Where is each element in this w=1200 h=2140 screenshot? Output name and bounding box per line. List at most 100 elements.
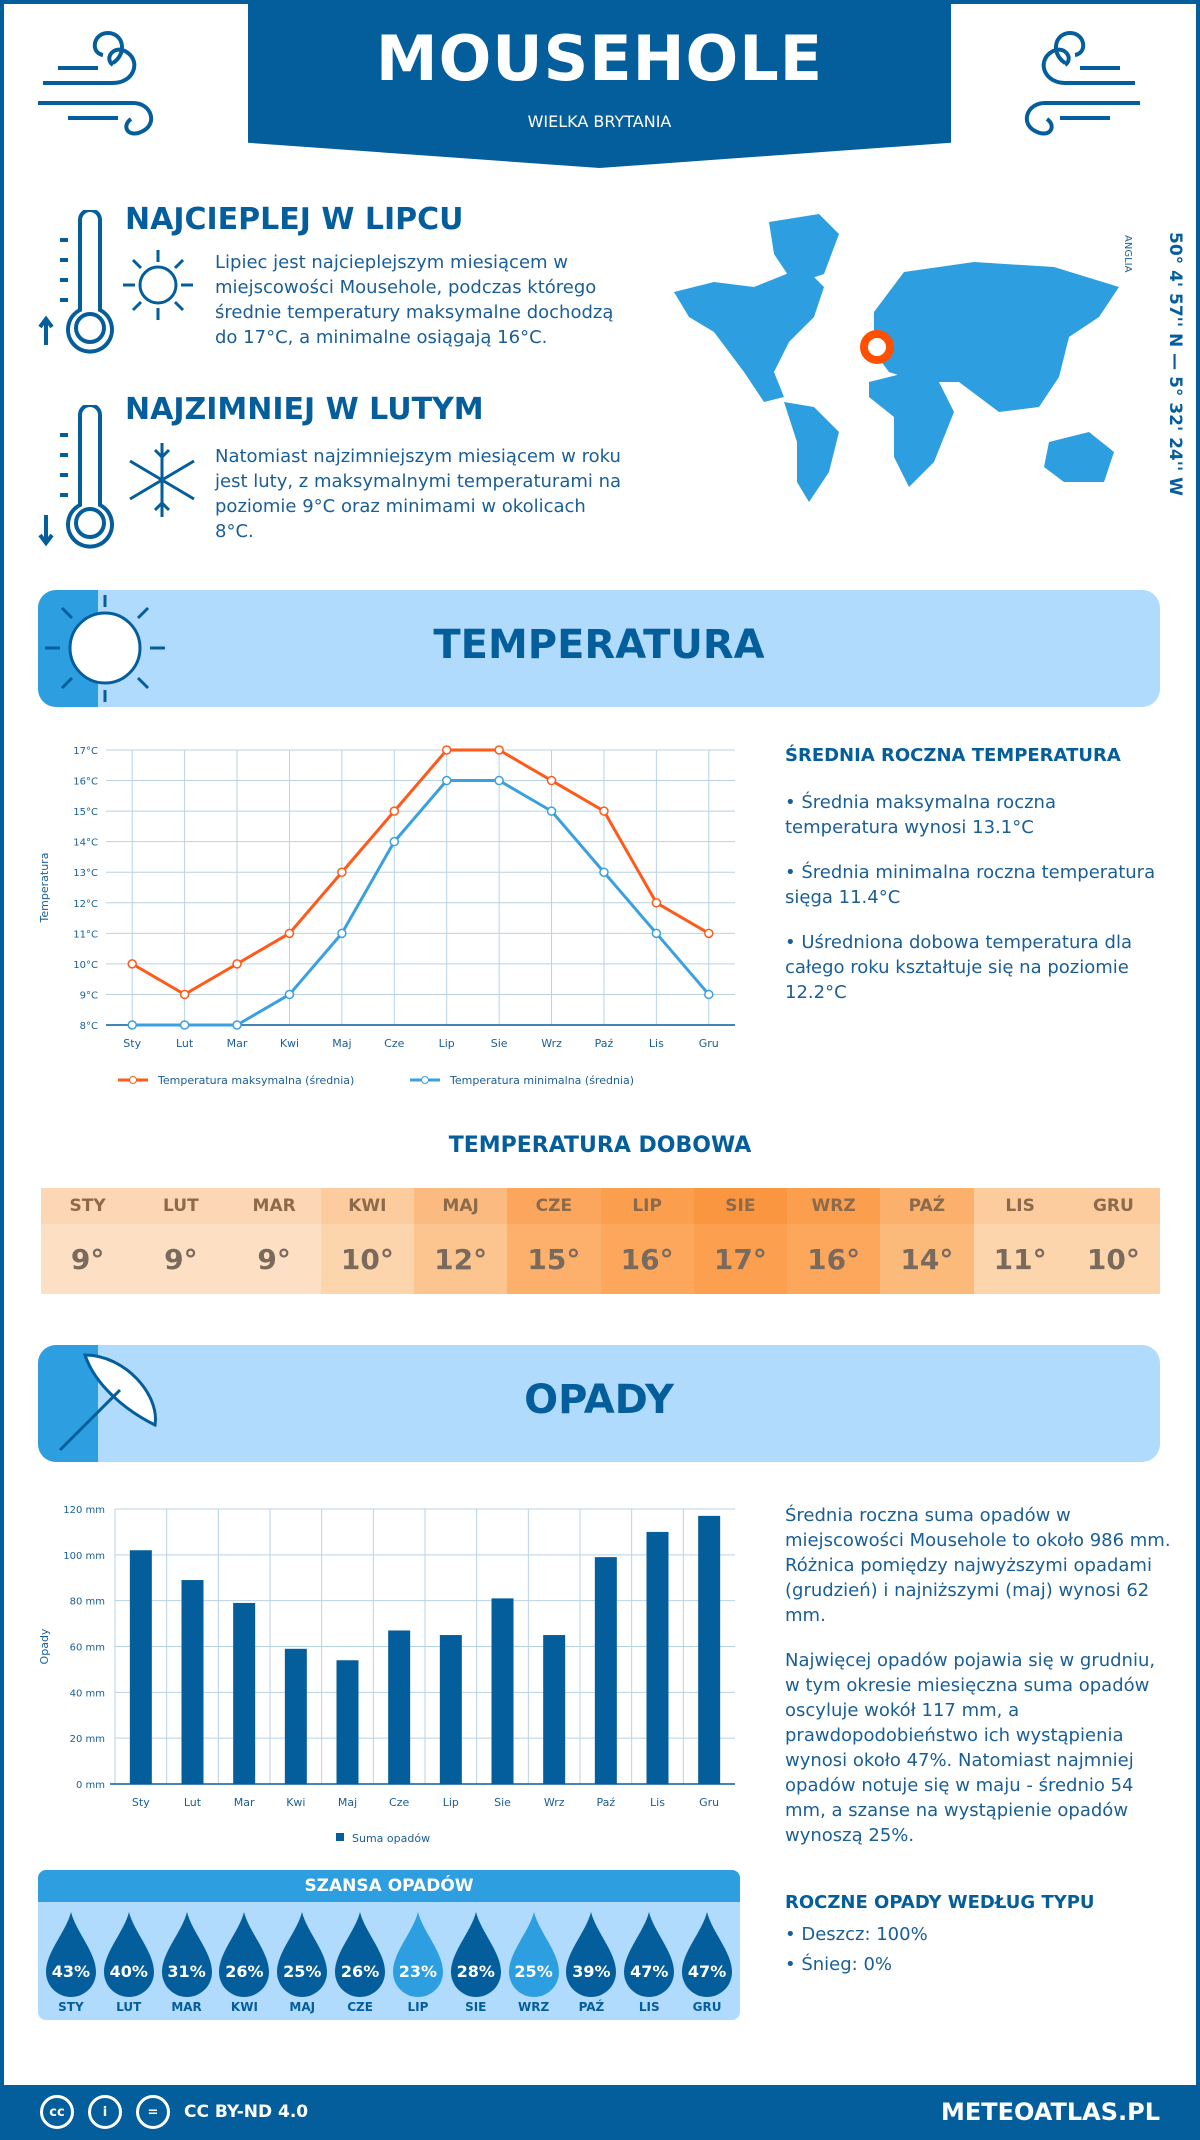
x-tick-label: Lis (649, 1037, 664, 1050)
by-icon: i (88, 2095, 122, 2129)
daily-month: LIS (973, 1188, 1067, 1224)
chance-month: CZE (347, 2000, 373, 2014)
daily-temp-value: 10° (320, 1224, 414, 1294)
chance-month: STY (58, 2000, 84, 2014)
warmest-heading: NAJCIEPLEJ W LIPCU (125, 202, 464, 237)
raindrop-icon (46, 1912, 96, 1997)
data-point (179, 1020, 190, 1030)
chance-drop: 25% MAJ (273, 1902, 331, 2020)
sun-icon-large (45, 595, 165, 702)
y-tick-label: 17°C (73, 746, 98, 757)
chance-drop: 43% STY (42, 1902, 100, 2020)
data-point (232, 1020, 242, 1030)
raindrop-icon (450, 1912, 501, 1997)
daily-temp-value: 14° (880, 1224, 974, 1294)
daily-temp-value: 11° (973, 1224, 1067, 1294)
x-tick-label: Gru (699, 1037, 719, 1050)
bar (284, 1648, 307, 1784)
data-point (389, 836, 400, 847)
legend-label: Temperatura maksymalna (średnia) (157, 1074, 354, 1087)
daily-month: WRZ (787, 1188, 881, 1224)
daily-month: LIP (600, 1188, 694, 1224)
daily-month: MAJ (414, 1188, 508, 1224)
coldest-heading: NAJZIMNIEJ W LUTYM (125, 392, 484, 427)
chance-drop: 28% SIE (447, 1902, 505, 2020)
x-tick-label: Sie (494, 1796, 511, 1809)
chance-drop: 47% LIS (620, 1902, 678, 2020)
x-tick-label: Mar (234, 1796, 255, 1809)
chance-drop: 25% WRZ (505, 1902, 563, 2020)
data-point (337, 867, 347, 877)
chance-drop: 26% CZE (331, 1902, 389, 2020)
data-point (127, 1020, 137, 1030)
raindrop-icon (335, 1912, 386, 1997)
bar (388, 1630, 411, 1784)
thermometer-up-icon (38, 210, 114, 354)
raindrop-icon (103, 1912, 154, 1997)
x-tick-label: Kwi (286, 1796, 305, 1809)
x-tick-label: Kwi (280, 1037, 299, 1050)
daily-temp-value: 9° (41, 1224, 135, 1294)
chance-heading: SZANSA OPADÓW (38, 1870, 740, 1902)
country-subtitle: WIELKA BRYTANIA (527, 112, 672, 131)
data-point (546, 775, 557, 786)
y-tick-label: 16°C (73, 777, 98, 788)
license-link[interactable]: CC BY-ND 4.0 (184, 2102, 309, 2122)
wind-icon-left (38, 30, 154, 136)
north-america-shape (674, 267, 824, 402)
x-tick-label: Cze (389, 1796, 409, 1809)
x-tick-label: Lip (443, 1796, 459, 1809)
daily-temp-heading: TEMPERATURA DOBOWA (448, 1133, 752, 1158)
chance-value: 23% (398, 1962, 438, 1981)
x-tick-label: Maj (338, 1796, 357, 1809)
thermometer-down-icon (38, 405, 114, 549)
y-tick-label: 15°C (73, 807, 98, 818)
bar (698, 1515, 721, 1784)
legend-swatch (336, 1833, 344, 1841)
x-tick-label: Paź (597, 1796, 616, 1809)
y-tick-label: 40 mm (70, 1688, 105, 1699)
chance-drop: 47% GRU (678, 1902, 736, 2020)
daily-month: PAŹ (880, 1188, 974, 1224)
x-tick-label: Sie (491, 1037, 508, 1050)
page-title: MOUSEHOLE (375, 22, 824, 95)
footer: cc i = CC BY-ND 4.0 METEOATLAS.PL (0, 2085, 1200, 2140)
raindrop-icon (161, 1912, 212, 1997)
chance-month: PAŹ (578, 2000, 605, 2014)
bar (129, 1550, 152, 1784)
chance-value: 28% (456, 1962, 495, 1981)
legend-marker (129, 1076, 137, 1084)
y-axis-label: Opady (38, 1628, 51, 1664)
daily-month: KWI (320, 1188, 414, 1224)
chance-value: 25% (283, 1962, 322, 1981)
daily-month: SIE (693, 1188, 787, 1224)
x-tick-label: Lis (650, 1796, 665, 1809)
data-point (232, 959, 242, 969)
y-tick-label: 11°C (73, 929, 98, 940)
chance-month: GRU (692, 2000, 722, 2014)
legend-label: Suma opadów (352, 1832, 430, 1845)
bar (233, 1602, 256, 1784)
temp-bullet: • Średnia minimalna roczna temperatura s… (785, 862, 1156, 908)
chance-value: 47% (630, 1962, 669, 1981)
precip-type-rain: • Deszcz: 100% (785, 1924, 928, 1945)
data-point (337, 928, 347, 939)
precip-text-2: Najwięcej opadów pojawia się w grudniu, … (785, 1650, 1156, 1846)
y-tick-label: 0 mm (76, 1780, 105, 1791)
series-line (132, 779, 710, 1027)
daily-month: GRU (1066, 1188, 1160, 1224)
temperature-title: TEMPERATURA (433, 622, 765, 668)
chance-month: SIE (465, 2000, 487, 2014)
site-link[interactable]: METEOATLAS.PL (940, 2098, 1160, 2126)
y-axis-label: Temperatura (38, 853, 51, 924)
wind-icon-right (1024, 30, 1140, 136)
nd-icon: = (136, 2095, 170, 2129)
chance-value: 39% (572, 1962, 611, 1981)
daily-temp-value: 9° (227, 1224, 321, 1294)
greenland-shape (769, 214, 839, 284)
raindrop-icon (277, 1912, 328, 1997)
raindrop-icon (219, 1912, 270, 1997)
daily-temp-table: STY LUT MAR KWI MAJ CZE LIP SIE WRZ PAŹ LIS GRU 9° 9°… (41, 1188, 1160, 1294)
cc-icon: cc (40, 2095, 74, 2129)
location-marker (860, 330, 894, 364)
